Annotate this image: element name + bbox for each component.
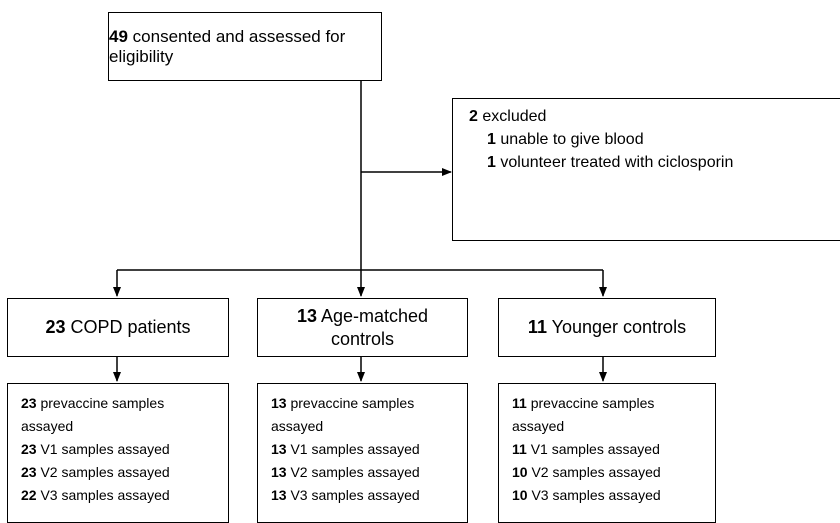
excluded-reason: 1 unable to give blood (469, 131, 840, 149)
count: 49 (109, 26, 128, 46)
count: 11 (512, 441, 527, 457)
excluded-box: 2 excluded 1 unable to give blood 1 volun… (452, 98, 840, 241)
enrolment-text: 49 consented and assessed for eligibilit… (109, 27, 381, 67)
count: 23 (21, 395, 37, 411)
count: 11 (512, 395, 527, 411)
samples-box: 11 prevaccine samples assayed 11 V1 sampl… (498, 383, 716, 523)
group-title: 13 Age-matched controls (280, 305, 445, 351)
sample-line: 10 V3 samples assayed (512, 484, 692, 507)
group-box: 13 Age-matched controls (257, 298, 468, 357)
count: 13 (296, 305, 317, 326)
flow-diagram: 49 consented and assessed for eligibilit… (7, 12, 840, 523)
count: 23 (21, 464, 37, 480)
count: 22 (21, 487, 37, 503)
count: 10 (512, 487, 528, 503)
sample-line: 11 V1 samples assayed (512, 438, 692, 461)
group-box: 11 Younger controls (498, 298, 716, 357)
label: prevaccine samples assayed (271, 395, 415, 434)
excluded-heading: 2 excluded (469, 108, 840, 126)
count: 2 (469, 108, 478, 125)
count: 13 (271, 464, 287, 480)
label: Age-matched controls (320, 305, 429, 349)
count: 23 (21, 441, 37, 457)
label: excluded (482, 108, 547, 125)
label: prevaccine samples assayed (512, 395, 655, 434)
sample-line: 13 V1 samples assayed (271, 438, 451, 461)
connectors (113, 81, 607, 382)
label: V3 samples assayed (290, 487, 420, 503)
count: 1 (487, 131, 496, 148)
count: 1 (487, 154, 496, 171)
label: V1 samples assayed (40, 441, 170, 457)
label: V1 samples assayed (290, 441, 420, 457)
sample-line: 13 prevaccine samples assayed (271, 392, 451, 438)
sample-line: 11 prevaccine samples assayed (512, 392, 692, 438)
label: COPD patients (70, 317, 191, 337)
sample-line: 23 prevaccine samples assayed (21, 392, 201, 438)
sample-line: 13 V2 samples assayed (271, 461, 451, 484)
count: 11 (527, 317, 547, 337)
label: consented and assessed for eligibility (109, 26, 346, 66)
label: unable to give blood (500, 131, 644, 148)
count: 13 (271, 441, 287, 457)
group-box: 23 COPD patients (7, 298, 229, 357)
label: V3 samples assayed (531, 487, 661, 503)
label: V2 samples assayed (290, 464, 420, 480)
samples-box: 13 prevaccine samples assayed 13 V1 sampl… (257, 383, 468, 523)
sample-line: 10 V2 samples assayed (512, 461, 692, 484)
label: prevaccine samples assayed (21, 395, 165, 434)
sample-line: 13 V3 samples assayed (271, 484, 451, 507)
count: 13 (271, 487, 287, 503)
label: V1 samples assayed (530, 441, 660, 457)
label: volunteer treated with ciclosporin (500, 154, 734, 171)
label: Younger controls (551, 317, 687, 337)
sample-line: 22 V3 samples assayed (21, 484, 201, 507)
sample-line: 23 V1 samples assayed (21, 438, 201, 461)
count: 10 (512, 464, 528, 480)
sample-line: 23 V2 samples assayed (21, 461, 201, 484)
group-title: 23 COPD patients (45, 316, 190, 339)
group-title: 11 Younger controls (528, 316, 686, 339)
count: 23 (45, 317, 66, 337)
enrolment-box: 49 consented and assessed for eligibilit… (108, 12, 382, 81)
samples-box: 23 prevaccine samples assayed 23 V1 sampl… (7, 383, 229, 523)
excluded-reason: 1 volunteer treated with ciclosporin (469, 154, 840, 172)
label: V2 samples assayed (531, 464, 661, 480)
label: V2 samples assayed (40, 464, 170, 480)
label: V3 samples assayed (40, 487, 170, 503)
count: 13 (271, 395, 287, 411)
